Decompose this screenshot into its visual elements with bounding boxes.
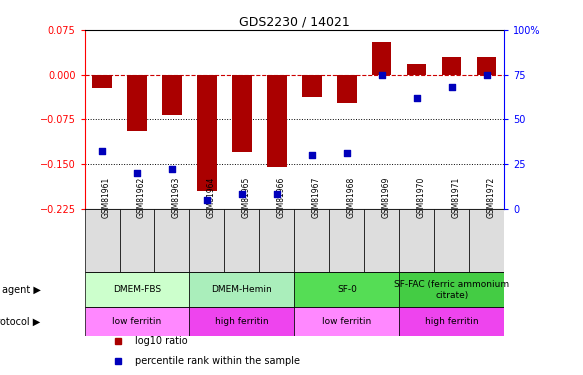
Bar [294, 209, 329, 272]
Bar [189, 209, 224, 272]
Text: DMEM-Hemin: DMEM-Hemin [212, 285, 272, 294]
Text: agent ▶: agent ▶ [2, 285, 40, 295]
Bar [399, 272, 504, 308]
Text: GSM81972: GSM81972 [487, 177, 496, 218]
Bar [469, 209, 504, 272]
Point [377, 72, 387, 78]
Text: GSM81967: GSM81967 [312, 177, 321, 218]
Bar [337, 75, 356, 103]
Text: GSM81961: GSM81961 [102, 177, 111, 218]
Point [342, 150, 352, 156]
Text: high ferritin: high ferritin [215, 317, 269, 326]
Text: low ferritin: low ferritin [113, 317, 161, 326]
Text: SF-0: SF-0 [337, 285, 357, 294]
Point [167, 166, 177, 172]
Bar [189, 272, 294, 308]
Text: high ferritin: high ferritin [425, 317, 479, 326]
Bar [154, 209, 189, 272]
Text: GSM81964: GSM81964 [207, 177, 216, 218]
Text: low ferritin: low ferritin [322, 317, 371, 326]
Point [447, 84, 456, 90]
Bar [294, 272, 399, 308]
Point [412, 95, 422, 101]
Point [307, 152, 317, 158]
Bar [294, 308, 399, 336]
Bar [477, 57, 496, 75]
Point [237, 191, 247, 197]
Bar [224, 209, 259, 272]
Title: GDS2230 / 14021: GDS2230 / 14021 [239, 16, 350, 29]
Point [132, 170, 142, 176]
Bar [399, 308, 504, 336]
Bar [189, 308, 294, 336]
Bar [92, 75, 111, 88]
Bar [442, 57, 461, 75]
Text: log10 ratio: log10 ratio [135, 336, 188, 346]
Bar [399, 209, 434, 272]
Text: GSM81968: GSM81968 [347, 177, 356, 218]
Bar [85, 272, 189, 308]
Bar [372, 42, 392, 75]
Bar [85, 308, 189, 336]
Bar [434, 209, 469, 272]
Bar [329, 209, 364, 272]
Bar [85, 209, 120, 272]
Text: DMEM-FBS: DMEM-FBS [113, 285, 161, 294]
Text: GSM81963: GSM81963 [172, 177, 181, 218]
Text: GSM81971: GSM81971 [452, 177, 461, 218]
Text: GSM81969: GSM81969 [382, 177, 391, 218]
Text: GSM81965: GSM81965 [242, 177, 251, 218]
Text: SF-FAC (ferric ammonium
citrate): SF-FAC (ferric ammonium citrate) [394, 280, 510, 300]
Point [97, 148, 107, 154]
Point [482, 72, 491, 78]
Bar [364, 209, 399, 272]
Bar [127, 75, 146, 131]
Bar [302, 75, 321, 97]
Point [202, 196, 212, 202]
Bar [162, 75, 182, 115]
Point [272, 191, 282, 197]
Text: percentile rank within the sample: percentile rank within the sample [135, 356, 300, 366]
Bar [267, 75, 286, 167]
Bar [407, 64, 426, 75]
Text: GSM81962: GSM81962 [137, 177, 146, 218]
Text: GSM81966: GSM81966 [277, 177, 286, 218]
Text: growth protocol ▶: growth protocol ▶ [0, 317, 40, 327]
Text: GSM81970: GSM81970 [417, 177, 426, 218]
Bar [259, 209, 294, 272]
Bar [120, 209, 154, 272]
Bar [197, 75, 217, 191]
Bar [232, 75, 251, 152]
